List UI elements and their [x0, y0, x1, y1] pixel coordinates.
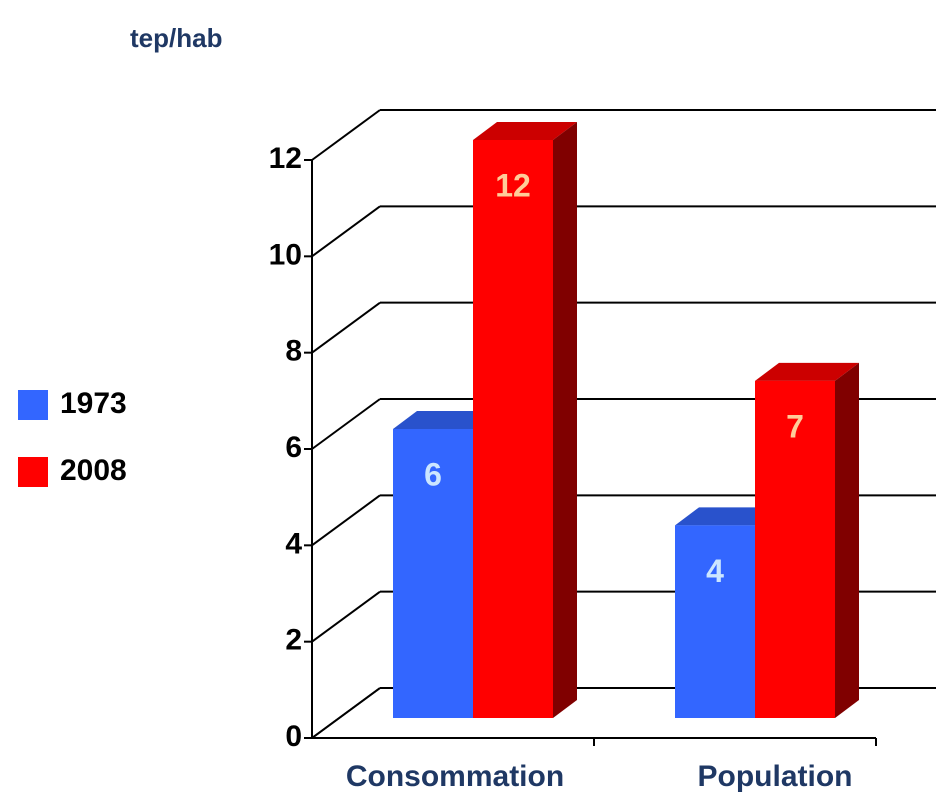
- value-label: 6: [424, 456, 442, 492]
- bar-top: [755, 362, 859, 381]
- bar-side: [553, 122, 577, 718]
- x-tick-label: Consommation: [346, 760, 564, 793]
- bar: [755, 380, 835, 718]
- legend-label: 2008: [60, 454, 127, 487]
- bar-top: [393, 411, 497, 429]
- grid-line-side: [311, 301, 381, 354]
- bar: [473, 140, 553, 718]
- grid-line-side: [311, 398, 381, 450]
- grid-line-side: [311, 687, 381, 739]
- value-label: 12: [495, 167, 531, 203]
- y-tick-label: 2: [285, 624, 302, 657]
- grid-line-side: [311, 205, 381, 258]
- value-label: 4: [706, 553, 724, 589]
- legend-label: 1973: [60, 387, 127, 420]
- bar-side: [835, 362, 859, 718]
- y-tick-label: 8: [285, 335, 302, 368]
- grid-line-side: [311, 494, 381, 547]
- bar: [393, 429, 473, 718]
- bar-top: [675, 507, 779, 526]
- y-tick-label: 4: [285, 527, 302, 560]
- legend-swatch: [18, 390, 48, 420]
- y-tick-label: 0: [285, 720, 302, 753]
- grid-line-side: [311, 590, 381, 643]
- y-tick-label: 12: [269, 142, 302, 175]
- y-tick-label: 10: [269, 238, 302, 271]
- x-tick-label: Population: [698, 760, 853, 793]
- value-label: 7: [786, 408, 804, 444]
- legend-swatch: [18, 457, 48, 487]
- chart-title: tep/hab: [130, 23, 222, 53]
- bar: [675, 525, 755, 718]
- grid-line-side: [311, 109, 381, 161]
- y-tick-label: 6: [285, 431, 302, 464]
- bar-top: [473, 122, 577, 140]
